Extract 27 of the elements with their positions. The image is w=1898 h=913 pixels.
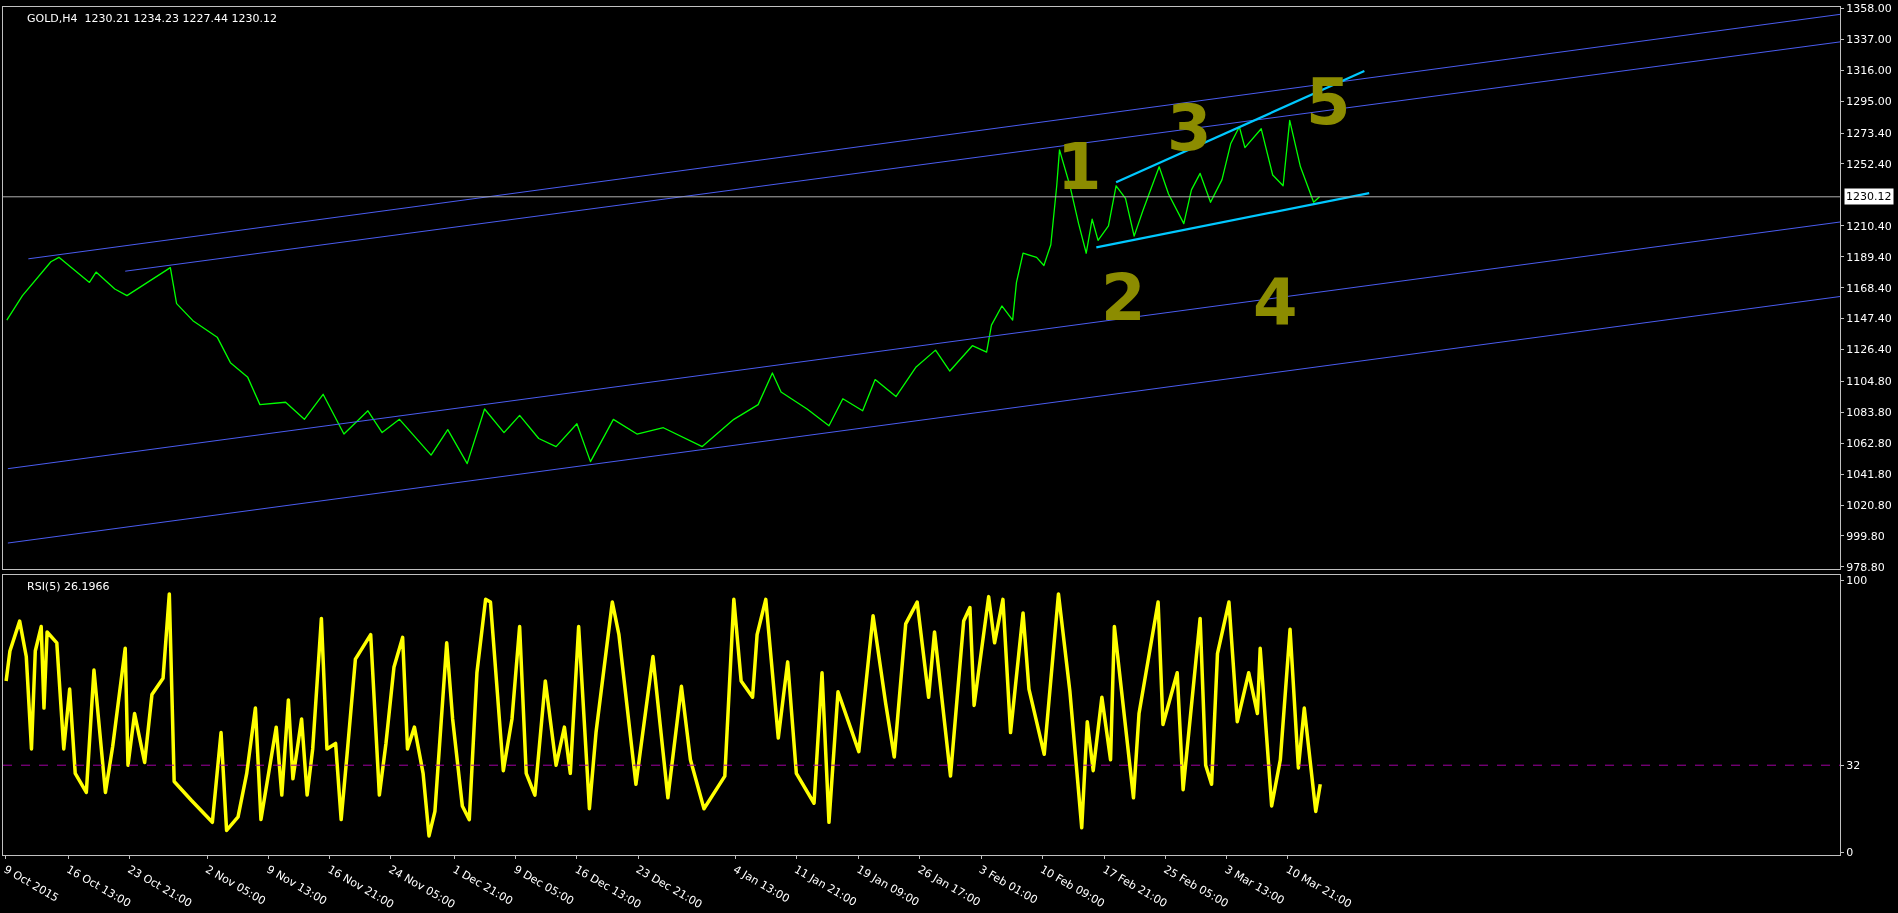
text: RSI(5) 26.1966 bbox=[27, 580, 110, 593]
y-tick-label: 1126.40 bbox=[1846, 343, 1892, 357]
y-tick-label: 1189.40 bbox=[1846, 250, 1892, 264]
text: GOLD,H4 1230.21 1234.23 1227.44 1230.12 bbox=[27, 12, 277, 25]
annotation: 1 bbox=[1057, 130, 1102, 204]
y-tick-label: 1104.80 bbox=[1846, 375, 1892, 389]
ref-line-label: 1230.12 bbox=[1846, 190, 1892, 203]
y-tick-label: 0 bbox=[1846, 846, 1854, 860]
line-series bbox=[4, 592, 1322, 838]
y-tick-label: 999.80 bbox=[1846, 529, 1885, 543]
y-tick-label: 1020.80 bbox=[1846, 498, 1892, 512]
y-tick-label: 100 bbox=[1846, 574, 1868, 588]
y-tick-label: 1273.40 bbox=[1846, 126, 1892, 140]
y-tick-label: 1295.00 bbox=[1846, 95, 1892, 109]
y-tick-label: 1337.00 bbox=[1846, 33, 1892, 47]
y-tick-label: 1083.80 bbox=[1846, 406, 1892, 420]
y-tick-label: 1062.80 bbox=[1846, 437, 1892, 451]
y-tick-label: 1358.00 bbox=[1846, 2, 1892, 16]
annotation: 2 bbox=[1101, 261, 1146, 335]
y-tick-label: 1168.40 bbox=[1846, 281, 1892, 295]
y-tick-label: 978.80 bbox=[1846, 560, 1885, 574]
y-tick-label: 1147.40 bbox=[1846, 312, 1892, 326]
y-tick-label: 32 bbox=[1846, 759, 1861, 773]
y-tick-label: 1316.00 bbox=[1846, 64, 1892, 78]
y-tick-label: 1041.80 bbox=[1846, 467, 1892, 481]
y-tick-label: 1210.40 bbox=[1846, 219, 1892, 233]
y-tick-label: 1252.40 bbox=[1846, 157, 1892, 171]
